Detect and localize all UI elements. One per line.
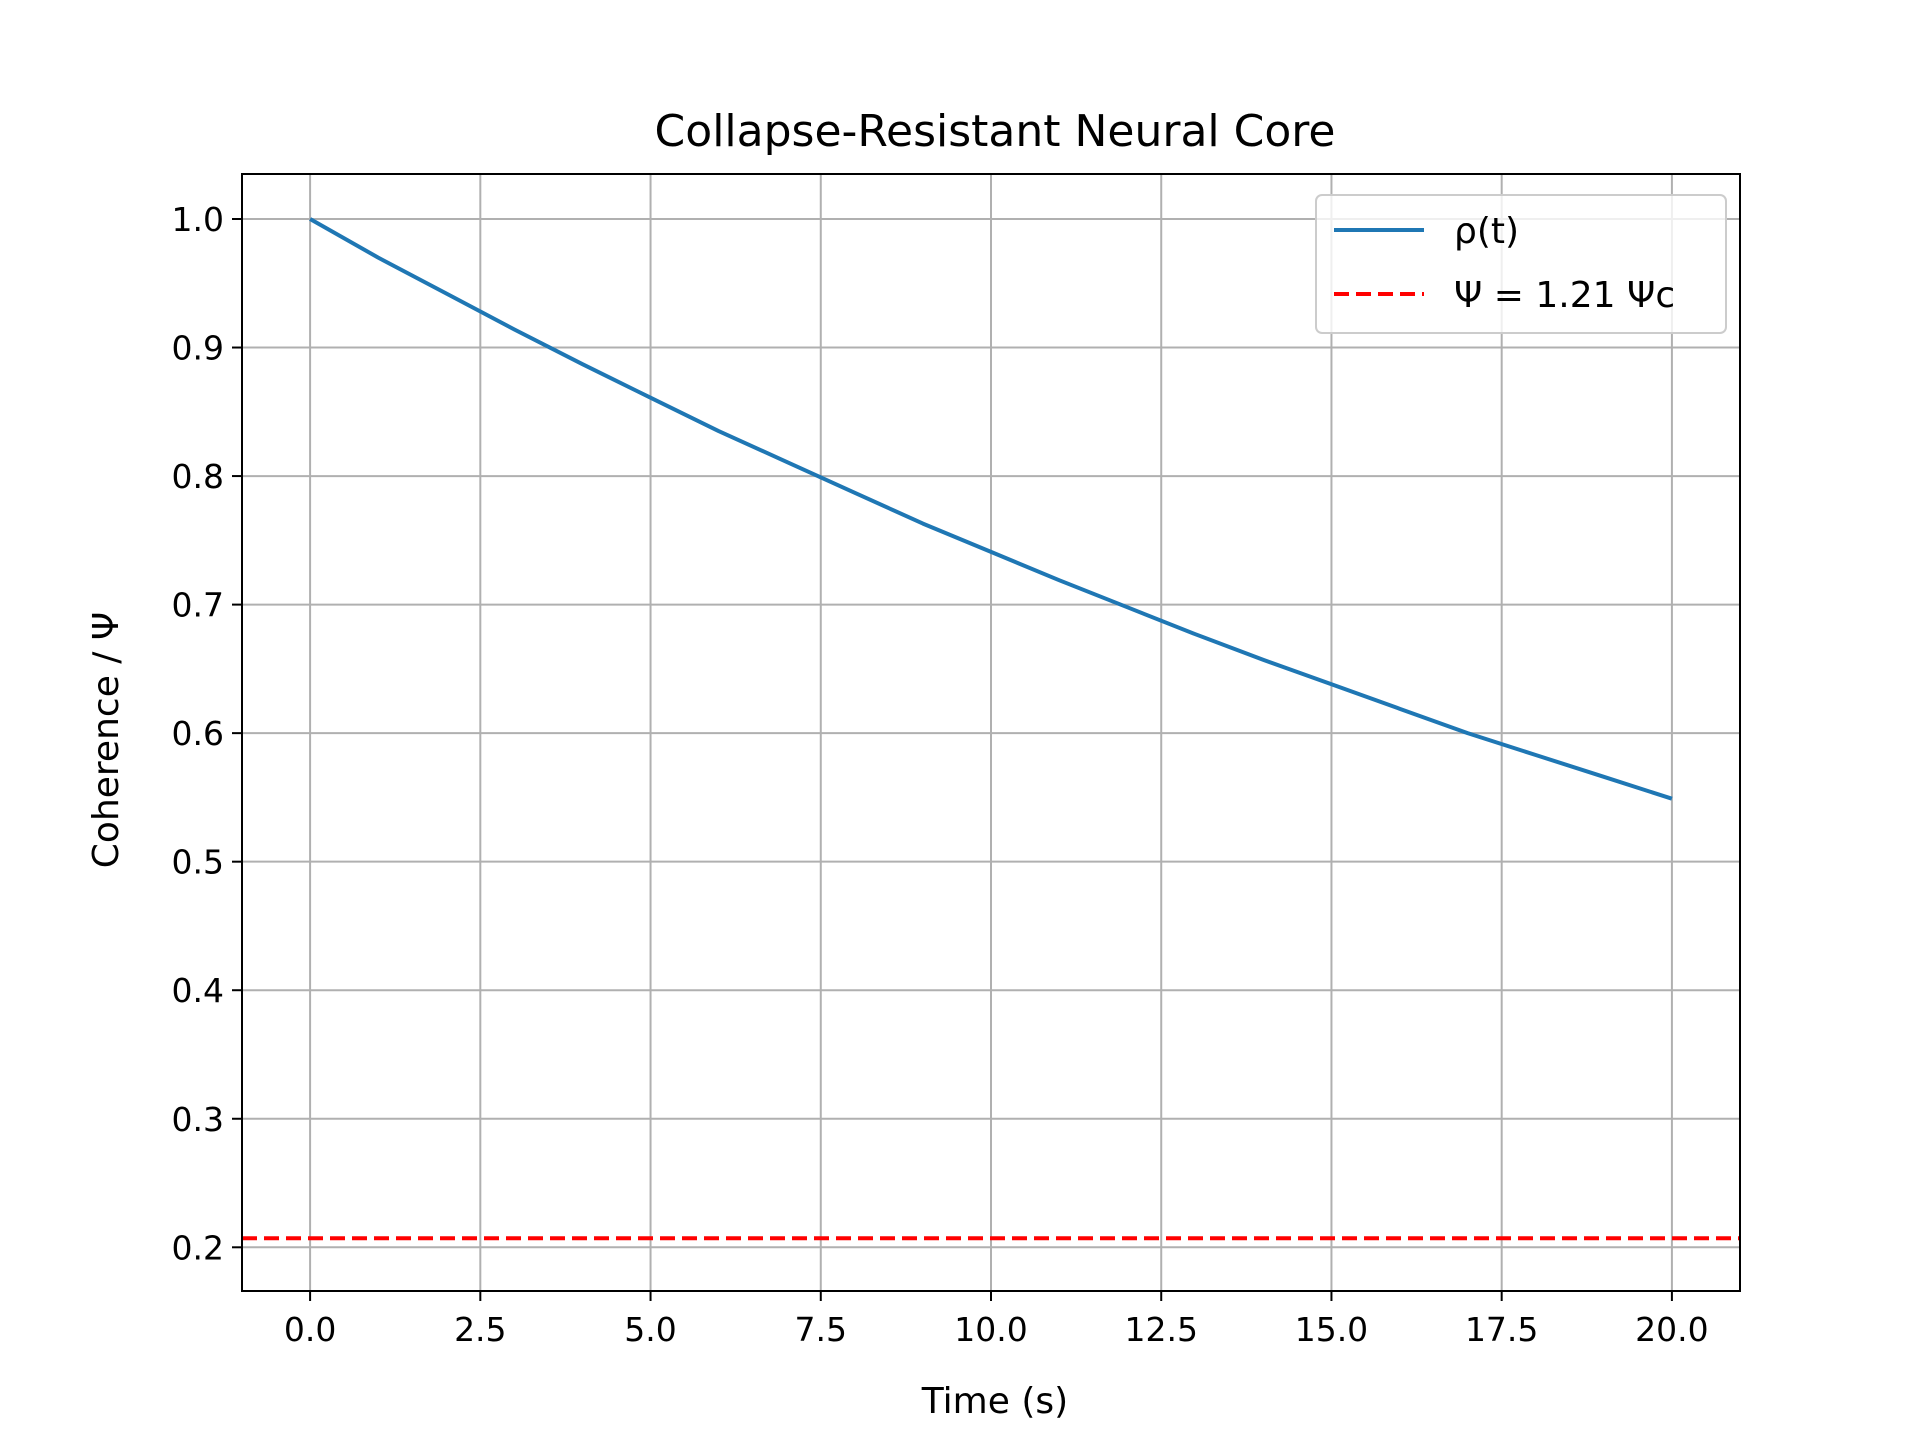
grid (242, 174, 1740, 1291)
x-tick-label: 20.0 (1635, 1310, 1708, 1349)
legend-label: ρ(t) (1454, 211, 1519, 252)
x-axis: 0.0 2.5 5.0 7.5 10.0 12.5 15.0 17.5 20.0 (284, 1291, 1709, 1349)
y-tick-label: 0.4 (172, 971, 224, 1010)
y-tick-label: 1.0 (172, 200, 224, 239)
x-tick-label: 12.5 (1124, 1310, 1197, 1349)
y-tick-label: 0.8 (172, 457, 224, 496)
y-tick-label: 0.7 (172, 586, 224, 625)
y-tick-label: 0.2 (172, 1228, 224, 1267)
y-tick-label: 0.3 (172, 1100, 224, 1139)
x-tick-label: 5.0 (624, 1310, 676, 1349)
x-tick-label: 0.0 (284, 1310, 336, 1349)
x-tick-label: 17.5 (1465, 1310, 1538, 1349)
y-tick-label: 0.9 (172, 329, 224, 368)
y-axis-label: Coherence / Ψ (86, 612, 127, 868)
series-line-rho (309, 217, 1673, 801)
x-tick-label: 15.0 (1295, 1310, 1368, 1349)
y-tick-label: 0.6 (172, 714, 224, 753)
x-tick-label: 7.5 (795, 1310, 847, 1349)
chart-title: Collapse-Resistant Neural Core (655, 106, 1336, 157)
x-tick-label: 2.5 (454, 1310, 506, 1349)
y-tick-label: 0.5 (172, 843, 224, 882)
x-tick-label: 10.0 (954, 1310, 1027, 1349)
series-layer (242, 217, 1740, 1241)
y-axis: 0.2 0.3 0.4 0.5 0.6 0.7 0.8 0.9 1.0 (172, 200, 242, 1267)
legend: ρ(t) Ψ = 1.21 Ψc (1315, 194, 1727, 334)
legend-label: Ψ = 1.21 Ψc (1454, 275, 1675, 316)
x-axis-label: Time (s) (921, 1381, 1068, 1422)
